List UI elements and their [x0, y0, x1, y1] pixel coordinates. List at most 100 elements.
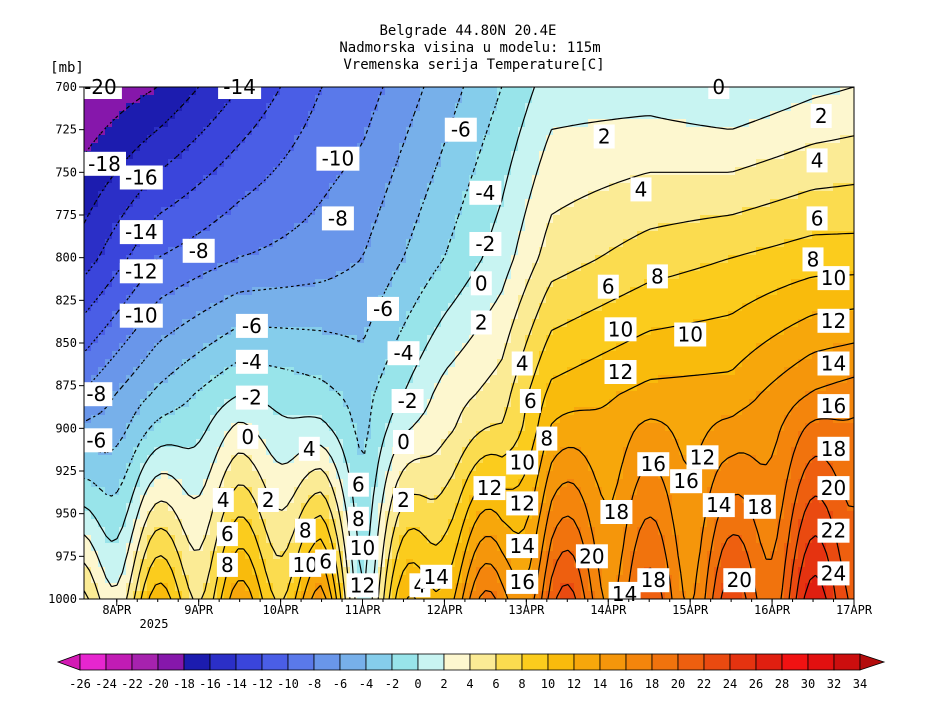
- temperature-cell: [112, 359, 120, 368]
- temperature-cell: [609, 399, 617, 408]
- temperature-cell: [301, 431, 309, 440]
- temperature-cell: [413, 327, 421, 336]
- temperature-cell: [413, 439, 421, 448]
- temperature-cell: [602, 247, 610, 256]
- temperature-cell: [497, 343, 505, 352]
- temperature-cell: [623, 535, 631, 544]
- temperature-cell: [518, 167, 526, 176]
- temperature-cell: [469, 87, 477, 96]
- temperature-cell: [560, 367, 568, 376]
- temperature-cell: [581, 215, 589, 224]
- temperature-cell: [91, 327, 99, 336]
- temperature-cell: [147, 287, 155, 296]
- temperature-cell: [385, 111, 393, 120]
- temperature-cell: [273, 359, 281, 368]
- temperature-cell: [224, 367, 232, 376]
- temperature-cell: [112, 511, 120, 520]
- temperature-cell: [504, 247, 512, 256]
- temperature-cell: [252, 263, 260, 272]
- temperature-cell: [469, 423, 477, 432]
- temperature-cell: [469, 399, 477, 408]
- temperature-cell: [462, 143, 470, 152]
- temperature-cell: [259, 127, 267, 136]
- temperature-cell: [168, 103, 176, 112]
- temperature-cell: [259, 511, 267, 520]
- temperature-cell: [490, 159, 498, 168]
- temperature-cell: [196, 351, 204, 360]
- temperature-cell: [357, 87, 365, 96]
- temperature-cell: [504, 135, 512, 144]
- temperature-cell: [623, 495, 631, 504]
- temperature-cell: [539, 263, 547, 272]
- temperature-cell: [609, 535, 617, 544]
- temperature-cell: [427, 455, 435, 464]
- temperature-cell: [553, 239, 561, 248]
- temperature-cell: [98, 479, 106, 488]
- temperature-cell: [455, 183, 463, 192]
- temperature-cell: [469, 335, 477, 344]
- temperature-cell: [189, 119, 197, 128]
- temperature-cell: [133, 343, 141, 352]
- temperature-cell: [231, 495, 239, 504]
- temperature-cell: [294, 167, 302, 176]
- temperature-cell: [336, 327, 344, 336]
- temperature-cell: [329, 511, 337, 520]
- temperature-cell: [595, 95, 603, 104]
- temperature-cell: [217, 255, 225, 264]
- temperature-cell: [574, 143, 582, 152]
- temperature-cell: [259, 591, 267, 599]
- temperature-cell: [231, 295, 239, 304]
- temperature-cell: [343, 351, 351, 360]
- temperature-cell: [280, 159, 288, 168]
- temperature-cell: [203, 119, 211, 128]
- temperature-cell: [217, 303, 225, 312]
- temperature-cell: [434, 135, 442, 144]
- temperature-cell: [273, 175, 281, 184]
- temperature-cell: [189, 151, 197, 160]
- temperature-cell: [133, 487, 141, 496]
- temperature-cell: [588, 303, 596, 312]
- temperature-cell: [525, 375, 533, 384]
- temperature-cell: [91, 567, 99, 576]
- temperature-cell: [469, 527, 477, 536]
- temperature-cell: [84, 463, 92, 472]
- temperature-cell: [301, 111, 309, 120]
- temperature-cell: [581, 263, 589, 272]
- temperature-cell: [231, 415, 239, 424]
- temperature-cell: [518, 335, 526, 344]
- temperature-cell: [154, 135, 162, 144]
- temperature-cell: [525, 255, 533, 264]
- temperature-cell: [224, 231, 232, 240]
- temperature-cell: [497, 295, 505, 304]
- temperature-cell: [350, 327, 358, 336]
- temperature-cell: [511, 335, 519, 344]
- temperature-cell: [490, 375, 498, 384]
- temperature-cell: [196, 447, 204, 456]
- temperature-cell: [525, 239, 533, 248]
- temperature-cell: [371, 207, 379, 216]
- temperature-cell: [273, 303, 281, 312]
- temperature-cell: [378, 591, 386, 599]
- temperature-cell: [126, 287, 134, 296]
- temperature-cell: [252, 191, 260, 200]
- temperature-cell: [301, 199, 309, 208]
- temperature-cell: [574, 151, 582, 160]
- temperature-cell: [581, 311, 589, 320]
- temperature-cell: [609, 231, 617, 240]
- temperature-cell: [350, 295, 358, 304]
- temperature-cell: [567, 255, 575, 264]
- temperature-cell: [112, 407, 120, 416]
- temperature-cell: [462, 343, 470, 352]
- temperature-cell: [119, 359, 127, 368]
- temperature-cell: [147, 399, 155, 408]
- temperature-cell: [497, 447, 505, 456]
- temperature-cell: [574, 127, 582, 136]
- temperature-cell: [525, 87, 533, 96]
- temperature-cell: [518, 95, 526, 104]
- temperature-cell: [266, 119, 274, 128]
- temperature-cell: [567, 191, 575, 200]
- temperature-cell: [182, 127, 190, 136]
- temperature-cell: [427, 167, 435, 176]
- temperature-cell: [462, 431, 470, 440]
- temperature-cell: [105, 207, 113, 216]
